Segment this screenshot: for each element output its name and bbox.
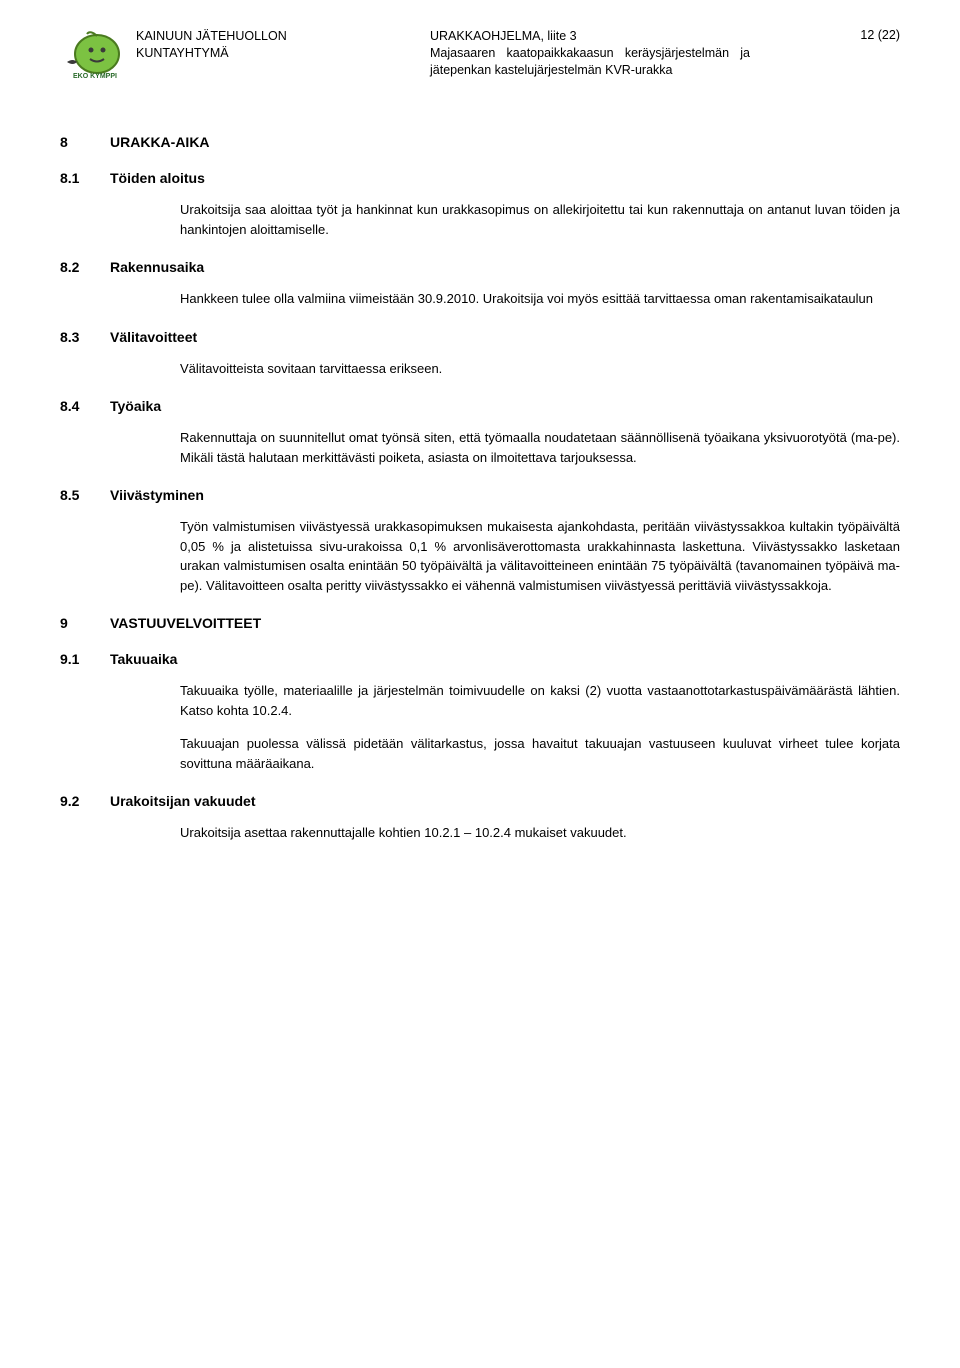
paragraph: Hankkeen tulee olla valmiina viimeistään… [180, 289, 900, 309]
section-heading: 8 URAKKA-AIKA [60, 134, 900, 150]
section-title: Töiden aloitus [110, 170, 900, 186]
paragraph: Urakoitsija saa aloittaa työt ja hankinn… [180, 200, 900, 239]
section-num: 8.5 [60, 487, 110, 503]
paragraph: Työn valmistumisen viivästyessä urakkaso… [180, 517, 900, 595]
logo-icon: EKO KYMPPI [60, 24, 130, 84]
section-title: Takuuaika [110, 651, 900, 667]
header-doc: URAKKAOHJELMA, liite 3 Majasaaren kaatop… [430, 24, 820, 79]
paragraph: Rakennuttaja on suunnitellut omat työnsä… [180, 428, 900, 467]
section-num: 8.1 [60, 170, 110, 186]
org-line2: KUNTAYHTYMÄ [136, 45, 430, 62]
section-heading: 8.1 Töiden aloitus [60, 170, 900, 186]
paragraph: Takuuajan puolessa välissä pidetään väli… [180, 734, 900, 773]
doc-title: URAKKAOHJELMA, liite 3 [430, 28, 820, 45]
paragraph: Välitavoitteista sovitaan tarvittaessa e… [180, 359, 900, 379]
document-body: 8 URAKKA-AIKA 8.1 Töiden aloitus Urakoit… [60, 84, 900, 843]
page: EKO KYMPPI KAINUUN JÄTEHUOLLON KUNTAYHTY… [0, 0, 960, 1368]
doc-desc: Majasaaren kaatopaikkakaasun keräysjärje… [430, 45, 750, 79]
section-title: Rakennusaika [110, 259, 900, 275]
svg-text:EKO KYMPPI: EKO KYMPPI [73, 73, 117, 80]
section-heading: 9.1 Takuuaika [60, 651, 900, 667]
page-number: 12 (22) [820, 24, 900, 42]
section-heading: 8.4 Työaika [60, 398, 900, 414]
section-num: 9.2 [60, 793, 110, 809]
section-num: 8.2 [60, 259, 110, 275]
section-num: 8.4 [60, 398, 110, 414]
paragraph: Takuuaika työlle, materiaalille ja järje… [180, 681, 900, 720]
section-heading: 8.2 Rakennusaika [60, 259, 900, 275]
section-num: 8 [60, 134, 110, 150]
header-org: KAINUUN JÄTEHUOLLON KUNTAYHTYMÄ [130, 24, 430, 62]
section-title: Viivästyminen [110, 487, 900, 503]
section-num: 9.1 [60, 651, 110, 667]
section-title: Työaika [110, 398, 900, 414]
section-heading: 8.3 Välitavoitteet [60, 329, 900, 345]
section-title: Urakoitsijan vakuudet [110, 793, 900, 809]
page-header: EKO KYMPPI KAINUUN JÄTEHUOLLON KUNTAYHTY… [60, 24, 900, 84]
section-num: 9 [60, 615, 110, 631]
section-title: URAKKA-AIKA [110, 134, 900, 150]
org-line1: KAINUUN JÄTEHUOLLON [136, 28, 430, 45]
section-title: Välitavoitteet [110, 329, 900, 345]
section-heading: 9 VASTUUVELVOITTEET [60, 615, 900, 631]
section-title: VASTUUVELVOITTEET [110, 615, 900, 631]
paragraph: Urakoitsija asettaa rakennuttajalle koht… [180, 823, 900, 843]
section-num: 8.3 [60, 329, 110, 345]
section-heading: 8.5 Viivästyminen [60, 487, 900, 503]
section-heading: 9.2 Urakoitsijan vakuudet [60, 793, 900, 809]
